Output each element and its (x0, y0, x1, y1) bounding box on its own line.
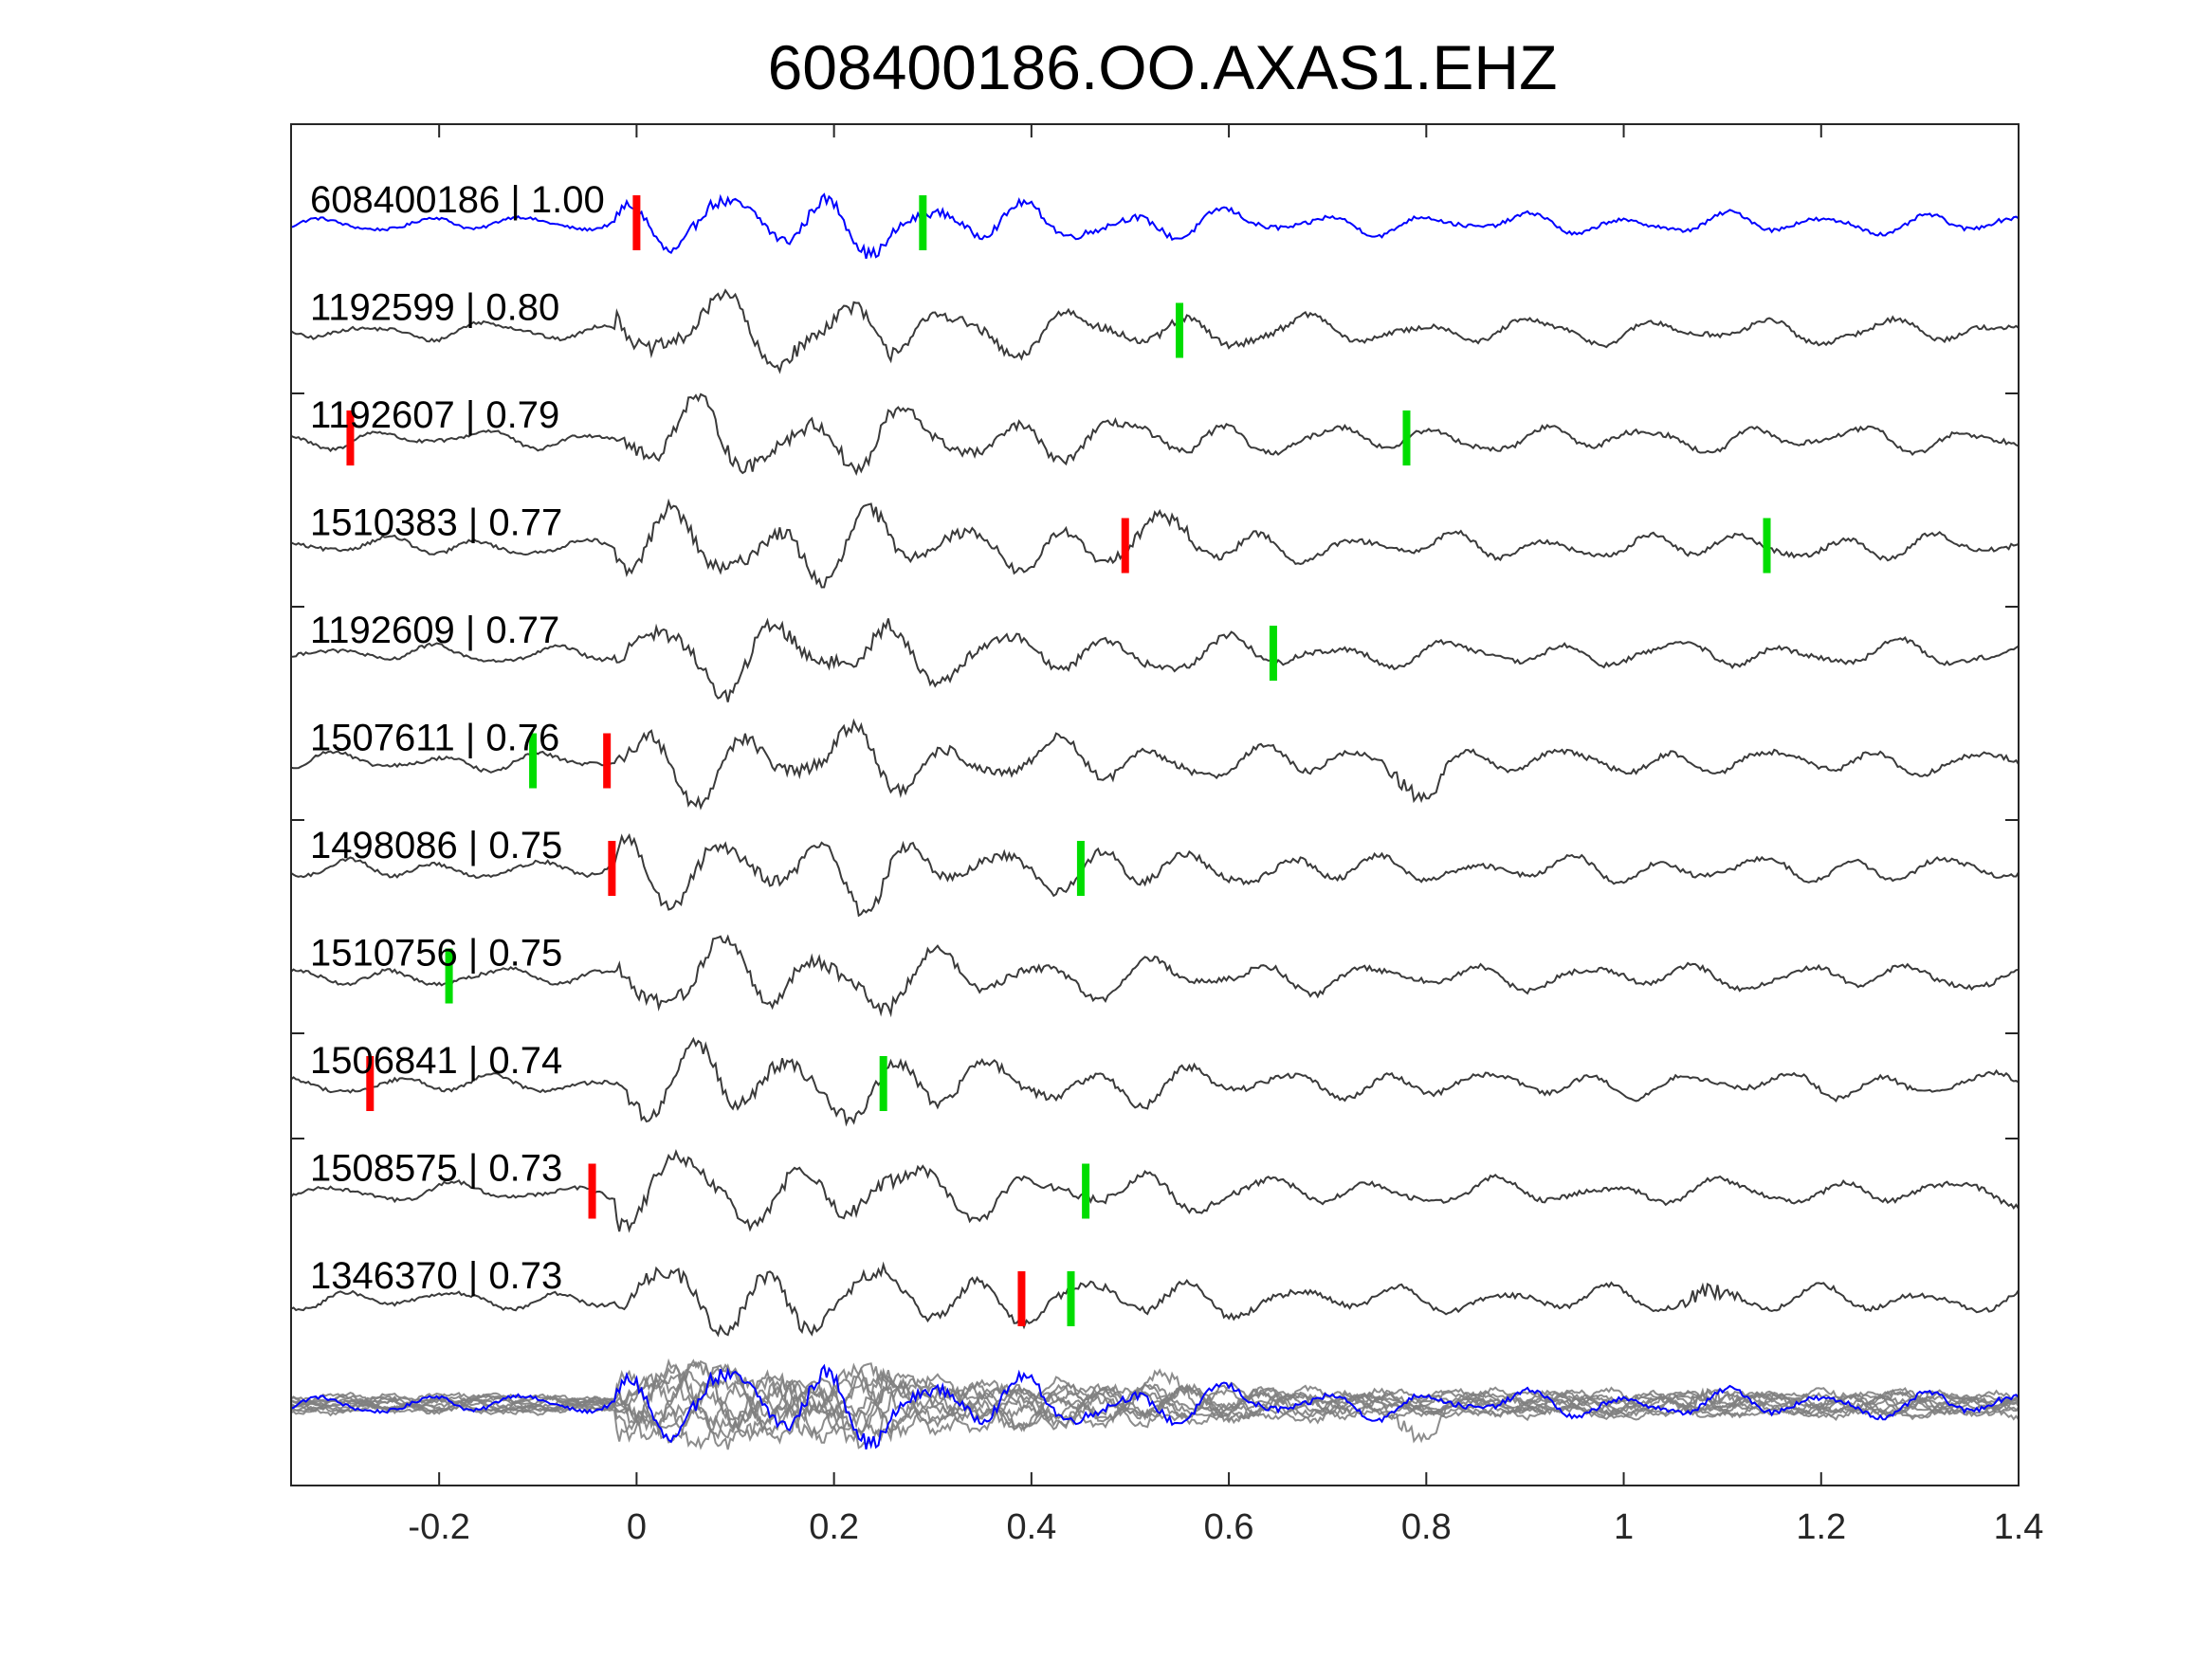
trace-1506841-waveform (290, 1036, 2020, 1127)
x-tick-label: 0.4 (1006, 1507, 1056, 1547)
trace-1498086-label: 1498086 | 0.75 (310, 825, 562, 866)
trace-1510756-label: 1510756 | 0.75 (310, 933, 562, 975)
trace-1192599-waveform (290, 288, 2020, 374)
trace-labels-layer: 608400186 | 1.00 1192599 | 0.80 1192607 | … (310, 179, 605, 1297)
trace-1510383-label: 1510383 | 0.77 (310, 502, 562, 544)
traces-layer (290, 192, 2020, 1450)
trace-1507611-label: 1507611 | 0.76 (310, 718, 559, 759)
trace-1507611-waveform (290, 718, 2020, 811)
stack-trace-1506841 (290, 1358, 2020, 1445)
picks-layer (346, 195, 1771, 1326)
stack-trace-1508575 (290, 1362, 2020, 1443)
trace-1346370-waveform (290, 1261, 2020, 1338)
stack-trace-reference (290, 1363, 2020, 1449)
x-tick-label: 1.4 (1994, 1507, 2044, 1547)
trace-1508575-waveform (290, 1149, 2020, 1233)
plot-frame (290, 123, 2020, 1486)
trace-1346370-label: 1346370 | 0.73 (310, 1255, 562, 1297)
trace-1192609-label: 1192609 | 0.77 (310, 610, 559, 651)
stack-trace-1346370 (290, 1367, 2020, 1440)
trace-1506841-label: 1506841 | 0.74 (310, 1040, 562, 1082)
x-tick-label: -0.2 (408, 1507, 469, 1547)
trace-608400186-waveform (290, 192, 2020, 260)
x-tick-label: 1 (1614, 1507, 1634, 1547)
x-tick-label: 1.2 (1796, 1507, 1846, 1547)
trace-1192607-waveform (290, 392, 2020, 476)
trace-1498086-waveform (290, 832, 2020, 918)
chart-title: 608400186.OO.AXAS1.EHZ (768, 32, 1558, 102)
x-tick-label: 0 (627, 1507, 647, 1547)
trace-1510383-waveform (290, 498, 2020, 589)
trace-1510756-waveform (290, 934, 2020, 1018)
x-tick-label: 0.6 (1204, 1507, 1254, 1547)
x-tick-label: 0.2 (809, 1507, 859, 1547)
x-tick-label: 0.8 (1401, 1507, 1452, 1547)
trace-608400186-label: 608400186 | 1.00 (310, 179, 605, 221)
trace-1192599-label: 1192599 | 0.80 (310, 287, 559, 329)
x-axis: -0.2 0 0.2 0.4 0.6 0.8 1 1.2 1.4 (291, 124, 2043, 1547)
trace-1192609-waveform (290, 617, 2020, 702)
trace-1508575-label: 1508575 | 0.73 (310, 1148, 562, 1190)
trace-1192607-label: 1192607 | 0.79 (310, 394, 559, 436)
